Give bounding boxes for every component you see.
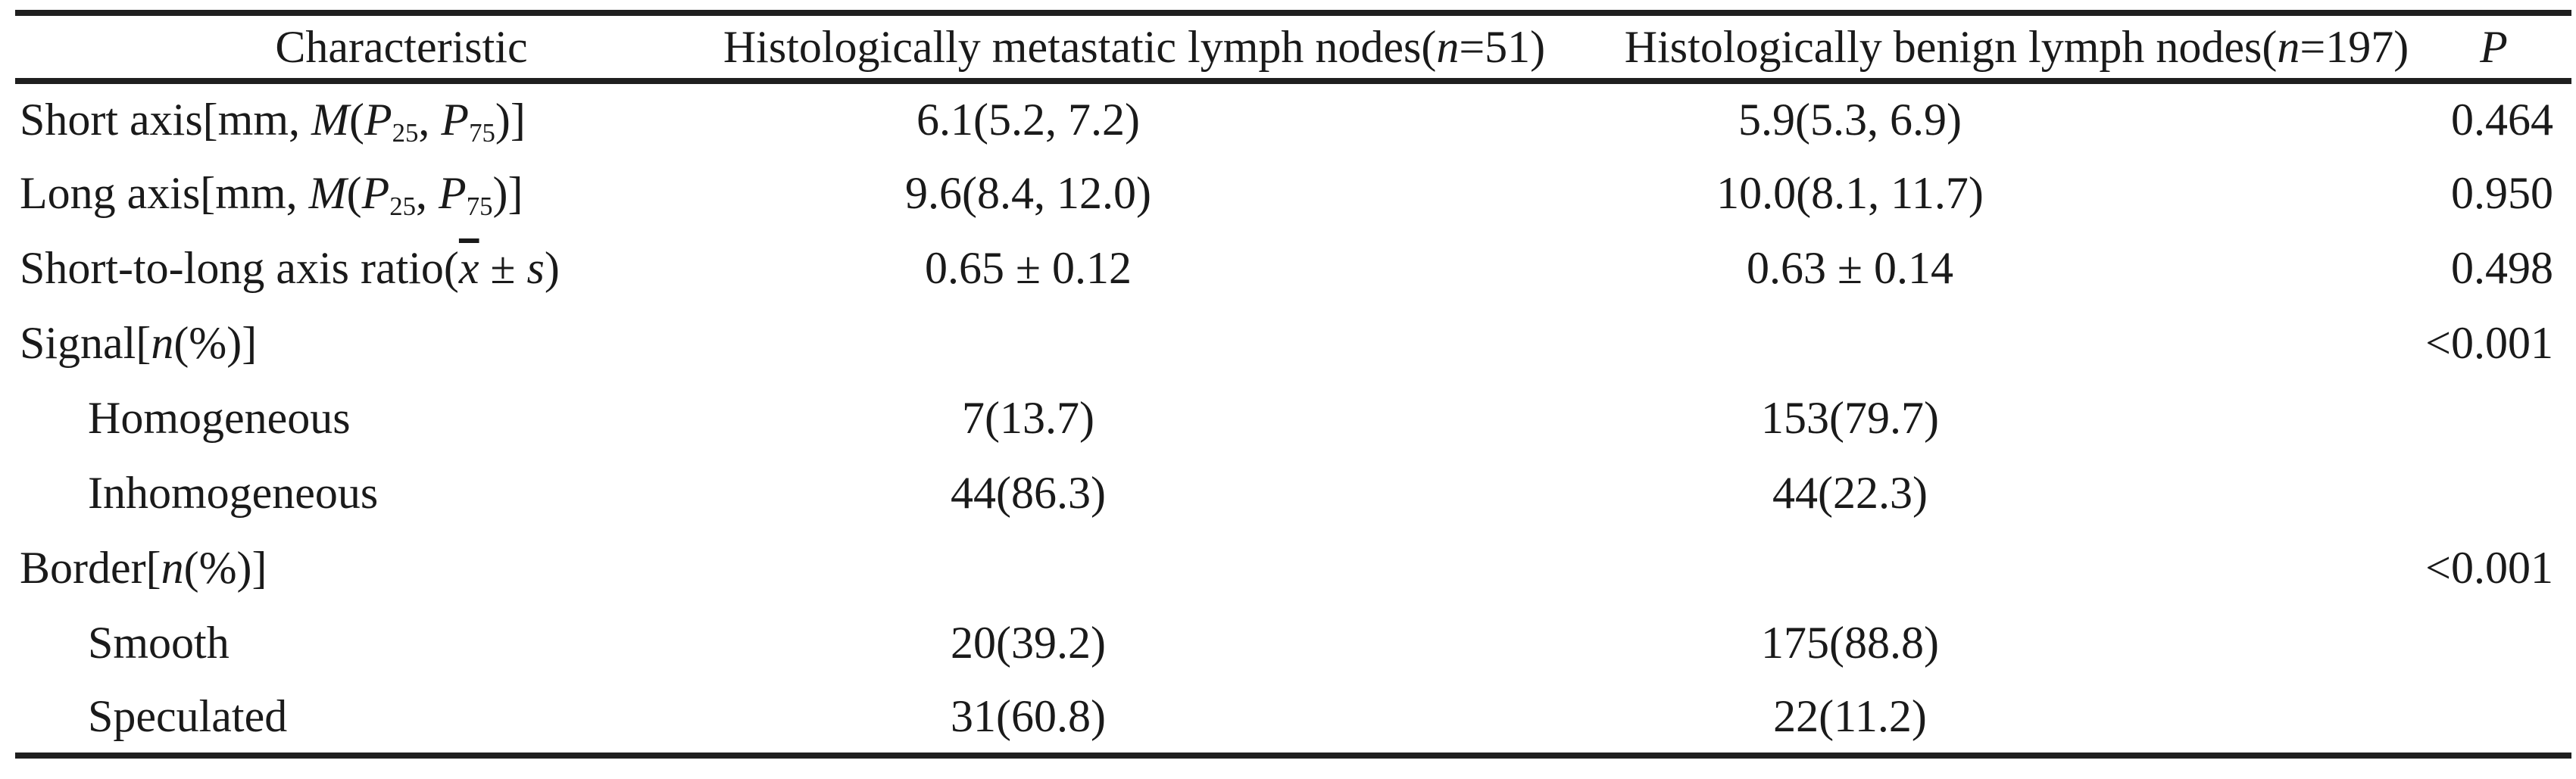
row-label: Long axis[mm, M(P25, P75)] bbox=[20, 168, 523, 222]
cell-benign: 153(79.7) bbox=[1761, 393, 1939, 443]
cell-benign bbox=[1617, 531, 2416, 606]
row-label: Short axis[mm, M(P25, P75)] bbox=[20, 95, 526, 148]
cell-p: 0.498 bbox=[2451, 243, 2553, 293]
table-row: Signal[n(%)] <0.001 bbox=[15, 306, 2571, 381]
cell-metastatic: 7(13.7) bbox=[962, 393, 1094, 443]
table-row: Long axis[mm, M(P25, P75)] 9.6(8.4, 12.0… bbox=[15, 156, 2571, 231]
cell-p: <0.001 bbox=[2425, 318, 2553, 368]
cell-benign: 0.63 ± 0.14 bbox=[1747, 243, 1953, 293]
cell-p: 0.464 bbox=[2451, 95, 2553, 145]
row-label: Speculated bbox=[88, 691, 288, 741]
cell-benign: 44(22.3) bbox=[1772, 468, 1928, 518]
row-label: Inhomogeneous bbox=[88, 468, 379, 518]
row-label: Homogeneous bbox=[88, 393, 351, 443]
row-label: Short-to-long axis ratio(x ± s) bbox=[20, 243, 560, 293]
table-row: Short-to-long axis ratio(x ± s) 0.65 ± 0… bbox=[15, 231, 2571, 306]
cell-benign: 10.0(8.1, 11.7) bbox=[1716, 168, 1984, 218]
cell-metastatic: 6.1(5.2, 7.2) bbox=[916, 95, 1140, 145]
cell-metastatic bbox=[651, 531, 1617, 606]
cell-p bbox=[2416, 456, 2571, 531]
table-header: Characteristic Histologically metastatic… bbox=[15, 13, 2571, 81]
table-row: Border[n(%)] <0.001 bbox=[15, 531, 2571, 606]
cell-metastatic: 44(86.3) bbox=[951, 468, 1106, 518]
table-row: Short axis[mm, M(P25, P75)] 6.1(5.2, 7.2… bbox=[15, 81, 2571, 156]
table-row: Speculated 31(60.8) 22(11.2) bbox=[15, 681, 2571, 756]
column-header-characteristic: Characteristic bbox=[275, 21, 528, 72]
cell-benign: 5.9(5.3, 6.9) bbox=[1738, 95, 1962, 145]
cell-benign: 175(88.8) bbox=[1761, 618, 1939, 668]
row-label: Border[n(%)] bbox=[20, 543, 267, 593]
row-label: Signal[n(%)] bbox=[20, 318, 258, 368]
cell-benign: 22(11.2) bbox=[1773, 691, 1927, 741]
table-row: Homogeneous 7(13.7) 153(79.7) bbox=[15, 381, 2571, 456]
cell-p bbox=[2416, 606, 2571, 681]
column-header-p: P bbox=[2480, 21, 2508, 72]
cell-p bbox=[2416, 381, 2571, 456]
cell-p: 0.950 bbox=[2451, 168, 2553, 218]
lymph-node-characteristics-table: Characteristic Histologically metastatic… bbox=[15, 10, 2571, 759]
column-header-benign: Histologically benign lymph nodes(n=197) bbox=[1624, 21, 2409, 72]
cell-metastatic: 0.65 ± 0.12 bbox=[925, 243, 1132, 293]
table-row: Smooth 20(39.2) 175(88.8) bbox=[15, 606, 2571, 681]
cell-benign bbox=[1617, 306, 2416, 381]
column-header-metastatic: Histologically metastatic lymph nodes(n=… bbox=[723, 21, 1546, 72]
cell-p: <0.001 bbox=[2425, 543, 2553, 593]
cell-metastatic: 20(39.2) bbox=[951, 618, 1106, 668]
cell-metastatic bbox=[651, 306, 1617, 381]
header-row: Characteristic Histologically metastatic… bbox=[15, 13, 2571, 81]
cell-metastatic: 9.6(8.4, 12.0) bbox=[905, 168, 1151, 218]
cell-p bbox=[2416, 681, 2571, 756]
cell-metastatic: 31(60.8) bbox=[951, 691, 1106, 741]
row-label: Smooth bbox=[88, 618, 229, 668]
table-body: Short axis[mm, M(P25, P75)] 6.1(5.2, 7.2… bbox=[15, 81, 2571, 756]
table-row: Inhomogeneous 44(86.3) 44(22.3) bbox=[15, 456, 2571, 531]
